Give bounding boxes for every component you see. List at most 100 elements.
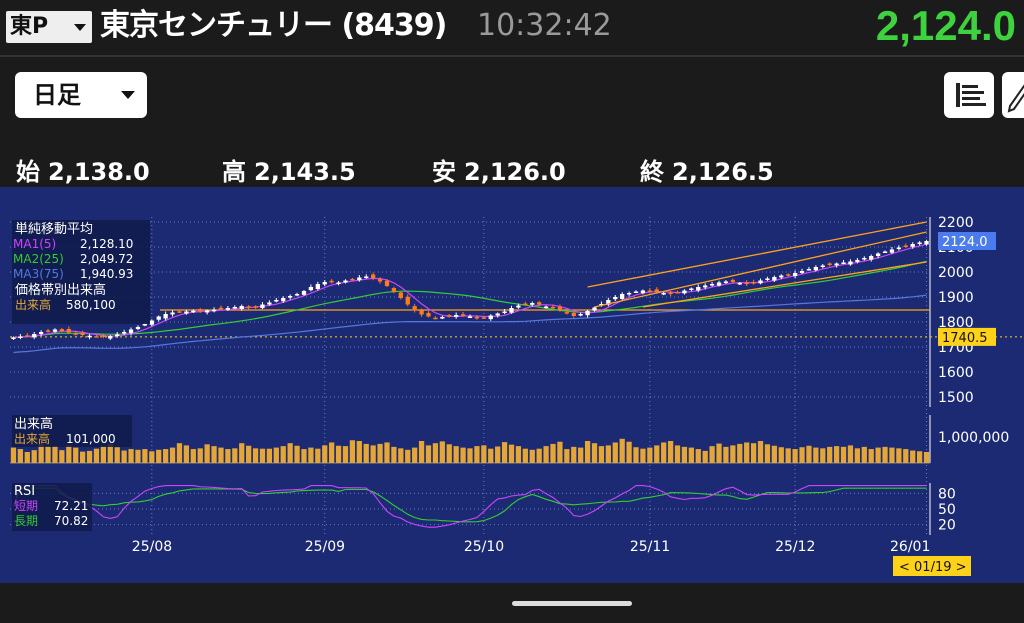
volume-bar (66, 445, 72, 463)
candle-body (322, 282, 327, 285)
volume-bar (674, 445, 681, 463)
candle-body (543, 306, 549, 308)
candle-body (765, 278, 770, 280)
candle-body (246, 306, 251, 308)
chart-canvas[interactable]: 150016001700180019002000210022001,000,00… (0, 187, 1024, 583)
candle-body (170, 312, 175, 315)
stock-chart[interactable]: 150016001700180019002000210022001,000,00… (0, 187, 1024, 583)
candle-body (294, 294, 300, 296)
volume-bar (757, 441, 764, 463)
volume-bar (515, 446, 522, 463)
candle-body (737, 283, 742, 285)
trendlines (587, 221, 927, 308)
price-tick-label: 2200 (938, 215, 974, 231)
volume-bar (38, 444, 44, 463)
stock-code: (8439) (341, 8, 447, 43)
volume-bar (647, 447, 653, 463)
volume-bar (730, 445, 736, 463)
candle-body (281, 298, 286, 302)
volume-bar (114, 447, 120, 463)
volume-bar (73, 447, 79, 463)
candle-body (25, 335, 30, 337)
candle-body (135, 327, 141, 330)
volume-bar (218, 447, 224, 463)
candle-body (260, 304, 265, 309)
current-date-label: < 01/19 > (899, 560, 967, 575)
volume-legend: 出来高 出来高 101,000 (12, 415, 132, 447)
volume-bar (785, 448, 791, 463)
candle-body (917, 242, 922, 244)
ma2-line (13, 260, 927, 339)
date-badge[interactable]: < 01/19 > (893, 556, 971, 576)
chevron-down-icon (74, 24, 86, 31)
volume-bar (80, 451, 86, 463)
volume-bar (453, 446, 459, 463)
volume-bar (439, 441, 445, 463)
candle-body (38, 332, 44, 334)
candle-body (855, 260, 860, 262)
period-selector[interactable]: 日足 (15, 72, 147, 118)
candle-body (758, 280, 763, 284)
rsi-long-line (12, 487, 927, 523)
candle-body (267, 302, 272, 305)
top-bar: 東P 東京センチュリー (8439) 10:32:42 2,124.0 (0, 0, 1024, 50)
candle-body (371, 274, 376, 279)
last-price-label: 2124.0 (942, 235, 988, 250)
volume-bar (460, 447, 466, 463)
ma3-value: 1,940.93 (80, 267, 133, 281)
candle-body (232, 307, 237, 309)
volume-bar (121, 450, 127, 463)
volume-bar (204, 444, 210, 463)
volume-bar (377, 443, 383, 463)
candle-body (191, 310, 196, 313)
candle-body (32, 334, 37, 338)
volume-bar (916, 451, 923, 463)
candle-body (834, 263, 839, 266)
price-legend: 単純移動平均 MA1(5) 2,128.10 MA2(25) 2,049.72 … (12, 220, 150, 324)
draw-button[interactable] (1002, 72, 1024, 118)
volume-bar (169, 447, 176, 463)
stock-title: 東京センチュリー (8439) (100, 8, 447, 44)
candle-body (204, 310, 210, 313)
rsi-short-value: 72.21 (54, 499, 88, 513)
volume-value: 101,000 (66, 432, 116, 446)
candle-body (799, 271, 805, 273)
volume-bar (128, 449, 134, 463)
date-tick-label: 25/08 (132, 539, 172, 555)
hline-badge: 1740.5 (938, 327, 996, 346)
volume-bar (246, 445, 252, 463)
date-tick-label: 26/01 (890, 539, 930, 555)
volume-bar (225, 449, 231, 463)
candle-body (744, 282, 749, 285)
volume-bar (467, 448, 473, 463)
volume-bar (356, 441, 362, 463)
volume-bar (564, 449, 570, 463)
candle-body (156, 316, 161, 320)
volume-bar (398, 448, 404, 463)
volume-bar (861, 446, 867, 463)
candle-body (481, 317, 486, 319)
home-indicator[interactable] (512, 601, 632, 606)
candle-body (121, 332, 127, 334)
ma3-line (13, 294, 927, 354)
rsi-tick-label: 50 (938, 502, 956, 518)
candle-body (537, 302, 542, 305)
volume-bar (418, 441, 425, 463)
candle-body (509, 308, 514, 313)
moving-average-lines (13, 243, 927, 354)
volume-profile-title: 価格帯別出来高 (15, 282, 106, 298)
market-selector[interactable]: 東P (6, 11, 92, 43)
bar-list-button[interactable] (944, 72, 994, 118)
candle-body (274, 300, 279, 302)
candle-body (882, 251, 888, 253)
candle-body (502, 311, 507, 313)
volume-bar (370, 445, 376, 463)
volume-bar (301, 449, 307, 463)
volume-bar (536, 448, 542, 463)
volume-bar (405, 449, 411, 463)
candle-body (11, 337, 16, 339)
candle-body (66, 329, 71, 333)
candle-body (115, 334, 120, 336)
candle-body (488, 315, 493, 320)
candle-body (419, 310, 424, 315)
